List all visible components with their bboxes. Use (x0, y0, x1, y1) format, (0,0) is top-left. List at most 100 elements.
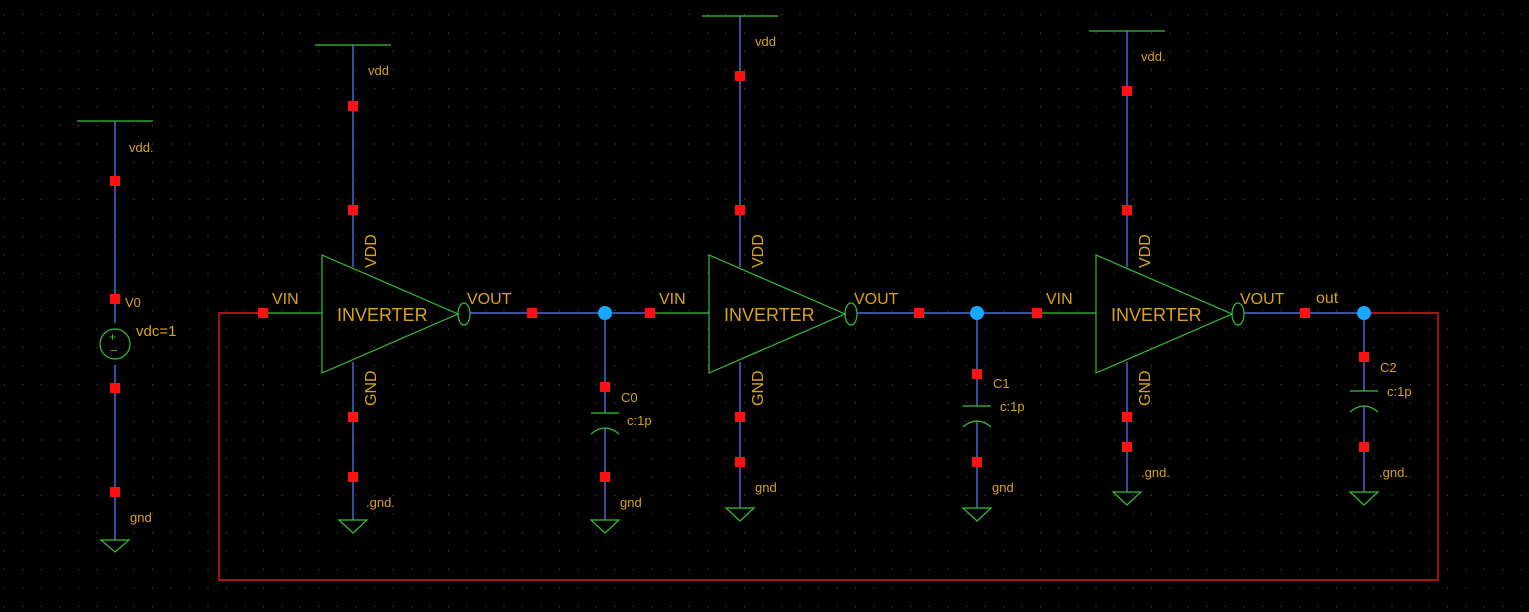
pin[interactable] (735, 71, 745, 81)
grid-dot (947, 495, 949, 496)
inverter-1[interactable]: vdd .gnd. VDD GND VIN VOUT INVERTER (258, 44, 650, 534)
grid-dot (318, 236, 320, 237)
pin[interactable] (348, 205, 358, 215)
grid-dot (1077, 439, 1078, 441)
grid-dot (22, 14, 24, 15)
grid-dot (762, 476, 764, 478)
grid-dot (855, 402, 856, 404)
capacitor-c1[interactable]: C1 c:1p gnd (961, 306, 1025, 522)
grid-dot (1225, 106, 1226, 108)
pin-vout[interactable] (914, 308, 924, 318)
inverter-2[interactable]: vdd gnd VDD GND VIN VOUT INVERTER (645, 15, 1037, 522)
grid-dot (522, 587, 523, 589)
grid-dot (540, 310, 542, 311)
grid-dot (1262, 273, 1263, 274)
grid-dot (781, 458, 782, 459)
grid-dot (485, 236, 486, 237)
capacitor-value: c:1p (1000, 399, 1025, 414)
pin[interactable] (1122, 442, 1132, 452)
grid-dot (725, 51, 727, 52)
pin[interactable] (600, 382, 610, 392)
grid-dot (540, 291, 542, 293)
grid-dot (374, 606, 375, 607)
grid-dot (670, 125, 671, 126)
pin[interactable] (110, 383, 120, 393)
pin[interactable] (348, 101, 358, 111)
grid-dot (1410, 569, 1411, 570)
grid-dot (1428, 88, 1430, 89)
grid-dot (411, 458, 412, 459)
pin-vin[interactable] (1032, 308, 1042, 318)
grid-dot (448, 476, 449, 478)
grid-dot (1021, 88, 1023, 89)
pin[interactable] (348, 472, 358, 482)
grid-dot (707, 550, 708, 552)
grid-dot (429, 421, 431, 422)
voltage-source-v0[interactable]: + − vdd. V0 vdc=1 gnd (77, 120, 176, 553)
pin[interactable] (1122, 412, 1132, 422)
pin-vout[interactable] (1300, 308, 1310, 318)
capacitor-c0[interactable]: C0 c:1p gnd (589, 306, 652, 534)
pin[interactable] (735, 412, 745, 422)
pin[interactable] (110, 487, 120, 497)
grid-dot (892, 14, 893, 15)
grid-dot (1447, 199, 1448, 200)
pin[interactable] (1359, 352, 1369, 362)
grid-dot (318, 606, 320, 607)
grid-dot (41, 458, 42, 459)
grid-dot (281, 143, 283, 145)
inverter-3[interactable]: vdd. .gnd. VDD GND VIN VOUT INVERTER (1032, 30, 1362, 506)
grid-dot (1058, 236, 1060, 237)
capacitor-name: C0 (621, 390, 638, 405)
grid-dot (836, 532, 838, 533)
pin-vin[interactable] (258, 308, 268, 318)
feedback-wire[interactable] (218, 312, 1439, 581)
pin[interactable] (600, 472, 610, 482)
pin[interactable] (110, 294, 120, 304)
pin[interactable] (1359, 442, 1369, 452)
grid-dot (503, 495, 505, 496)
grid-dot (59, 291, 61, 293)
grid-dot (596, 143, 597, 145)
grid-dot (984, 421, 986, 422)
grid-dot (1132, 217, 1134, 219)
pin[interactable] (1122, 205, 1132, 215)
grid-dot (966, 291, 967, 293)
capacitor-c2[interactable]: C2 c:1p .gnd. (1348, 306, 1412, 506)
grid-dot (411, 291, 412, 293)
grid-dot (337, 199, 338, 200)
grid-dot (485, 384, 486, 385)
grid-dot (170, 88, 172, 89)
grid-dot (466, 199, 468, 200)
pin[interactable] (110, 176, 120, 186)
grid-dot (762, 495, 764, 496)
grid-dot (1521, 199, 1522, 200)
vin-pin-label: VIN (659, 291, 686, 308)
grid-dot (263, 125, 264, 126)
pin[interactable] (1122, 86, 1132, 96)
pin[interactable] (348, 412, 358, 422)
grid-dot (1003, 14, 1004, 15)
grid-dot (485, 106, 486, 108)
grid-dot (1317, 384, 1319, 385)
grid-dot (984, 532, 986, 533)
grid-dot (374, 310, 375, 311)
grid-dot (1077, 69, 1078, 71)
grid-dot (1484, 162, 1485, 163)
grid-dot (59, 254, 61, 256)
grid-dot (1391, 495, 1393, 496)
grid-dot (1151, 532, 1152, 533)
pin[interactable] (972, 369, 982, 379)
pin[interactable] (735, 457, 745, 467)
grid-dot (1003, 587, 1004, 589)
grid-dot (1373, 217, 1374, 219)
grid-dot (762, 291, 764, 293)
grid-dot (300, 439, 301, 441)
grid-dot (1132, 550, 1134, 552)
pin[interactable] (972, 457, 982, 467)
pin-vin[interactable] (645, 308, 655, 318)
pin-vout[interactable] (527, 308, 537, 318)
grid-dot (1058, 291, 1060, 293)
pin[interactable] (735, 205, 745, 215)
